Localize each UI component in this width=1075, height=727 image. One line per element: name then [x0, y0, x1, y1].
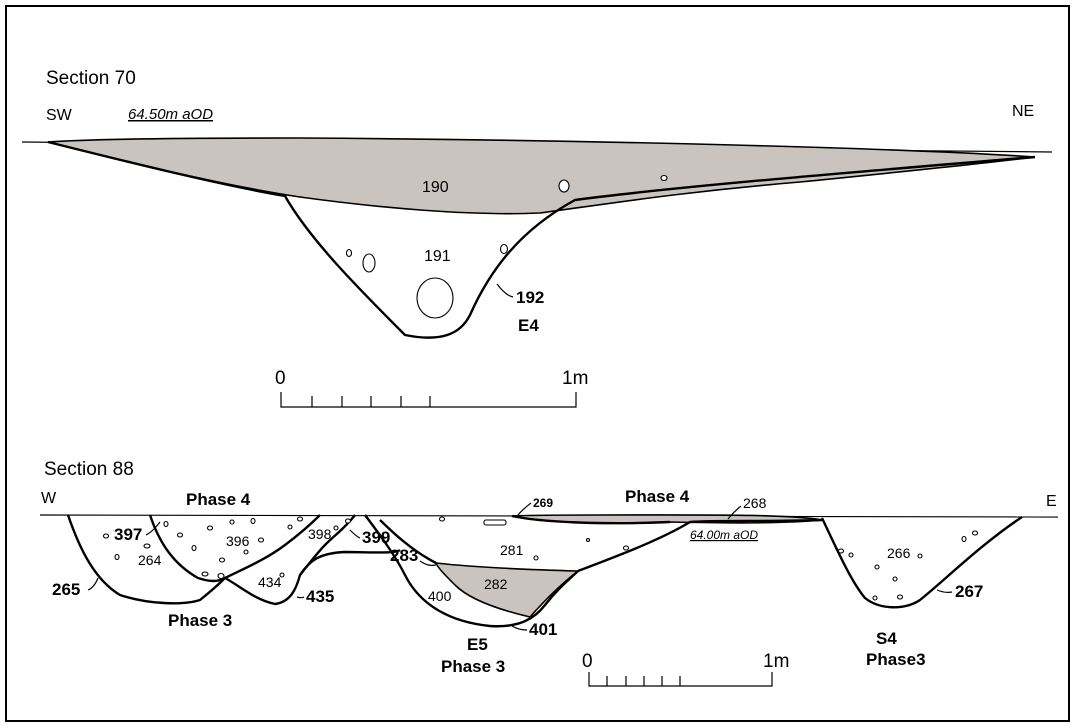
context-191-label: 191 — [424, 248, 451, 265]
cut-401-outline — [364, 514, 579, 628]
section-70-title: Section 70 — [46, 68, 136, 89]
stone-inclusion — [345, 248, 353, 258]
context-265-leader — [87, 577, 99, 591]
context-281-label: 281 — [500, 542, 524, 558]
stone-inclusion — [558, 179, 570, 193]
feature-e4-label: E4 — [518, 316, 539, 335]
cut-192-label: 192 — [516, 288, 544, 307]
section-70-datum: 64.50m aOD — [128, 106, 213, 123]
phase-3-label-right: Phase3 — [866, 650, 926, 669]
context-283-leader — [419, 560, 437, 566]
context-435-label: 435 — [306, 587, 334, 606]
phase-4-label-left: Phase 4 — [186, 490, 251, 509]
layer-190-fill — [47, 137, 1036, 215]
section-88-scale-bar: 0 1m — [582, 651, 789, 687]
context-398-label: 398 — [308, 526, 332, 542]
section-88-orient-right: E — [1046, 493, 1057, 510]
section-70: Section 70 SW 64.50m aOD NE 190 191 192 … — [21, 68, 1053, 408]
section-70-orient-left: SW — [46, 107, 73, 124]
phase-4-label-right: Phase 4 — [625, 487, 690, 506]
context-190-label: 190 — [422, 179, 449, 196]
stone-inclusion — [499, 243, 509, 255]
stone-inclusion — [416, 277, 454, 319]
context-269-leader — [517, 502, 532, 516]
context-399-leader — [349, 529, 361, 539]
context-269-label: 269 — [533, 496, 553, 510]
section-70-scale-bar: 0 1m — [275, 368, 588, 408]
figure-frame — [5, 5, 1070, 722]
section-88-title: Section 88 — [44, 459, 134, 480]
context-267-leader — [936, 589, 953, 593]
cut-399-outline — [299, 514, 356, 576]
context-266-label: 266 — [887, 545, 911, 561]
context-283-label: 283 — [390, 546, 418, 565]
context-268-leader — [727, 505, 742, 520]
section-88-inclusions — [102, 516, 979, 601]
context-397-label: 397 — [114, 525, 142, 544]
scale-bar-start: 0 — [275, 368, 286, 389]
section-88: Section 88 W E Phase 4 Phase 4 — [39, 459, 1059, 687]
stone-inclusion — [362, 253, 376, 273]
context-397-leader — [145, 521, 161, 536]
context-268-label: 268 — [743, 495, 767, 511]
scale-bar-end: 1m — [763, 651, 789, 672]
phase-3-label-mid: Phase 3 — [441, 657, 505, 676]
stone-inclusion — [660, 174, 668, 182]
context-267-label: 267 — [955, 582, 983, 601]
section-70-orient-right: NE — [1012, 103, 1034, 120]
context-434-label: 434 — [258, 574, 282, 590]
cut-267-outline — [820, 516, 1023, 609]
cut-269-outline — [511, 514, 671, 525]
context-265-label: 265 — [52, 580, 80, 599]
phase-3-label-left: Phase 3 — [168, 611, 232, 630]
datum-64-label: 64.00m aOD — [690, 528, 758, 542]
section-88-orient-left: W — [41, 490, 57, 507]
cut-192-outline — [47, 140, 1036, 339]
context-401-leader — [511, 625, 528, 631]
context-264-label: 264 — [138, 552, 162, 568]
feature-e5-label: E5 — [467, 635, 488, 654]
scale-bar-start: 0 — [582, 651, 593, 672]
cut-283-outline — [379, 519, 437, 565]
layer-282-fill — [434, 562, 581, 618]
context-401-label: 401 — [529, 620, 557, 639]
cut-265-outline — [66, 514, 226, 605]
cut-192-leader — [496, 283, 514, 298]
cut-397-outline — [148, 514, 321, 583]
feature-s4-label: S4 — [876, 629, 897, 648]
cut-281-base — [577, 518, 823, 573]
context-400-label: 400 — [428, 588, 452, 604]
scale-bar-end: 1m — [562, 368, 588, 389]
context-435-leader — [296, 596, 305, 599]
context-396-label: 396 — [226, 533, 250, 549]
context-282-label: 282 — [484, 576, 508, 592]
context-399-label: 399 — [362, 528, 390, 547]
